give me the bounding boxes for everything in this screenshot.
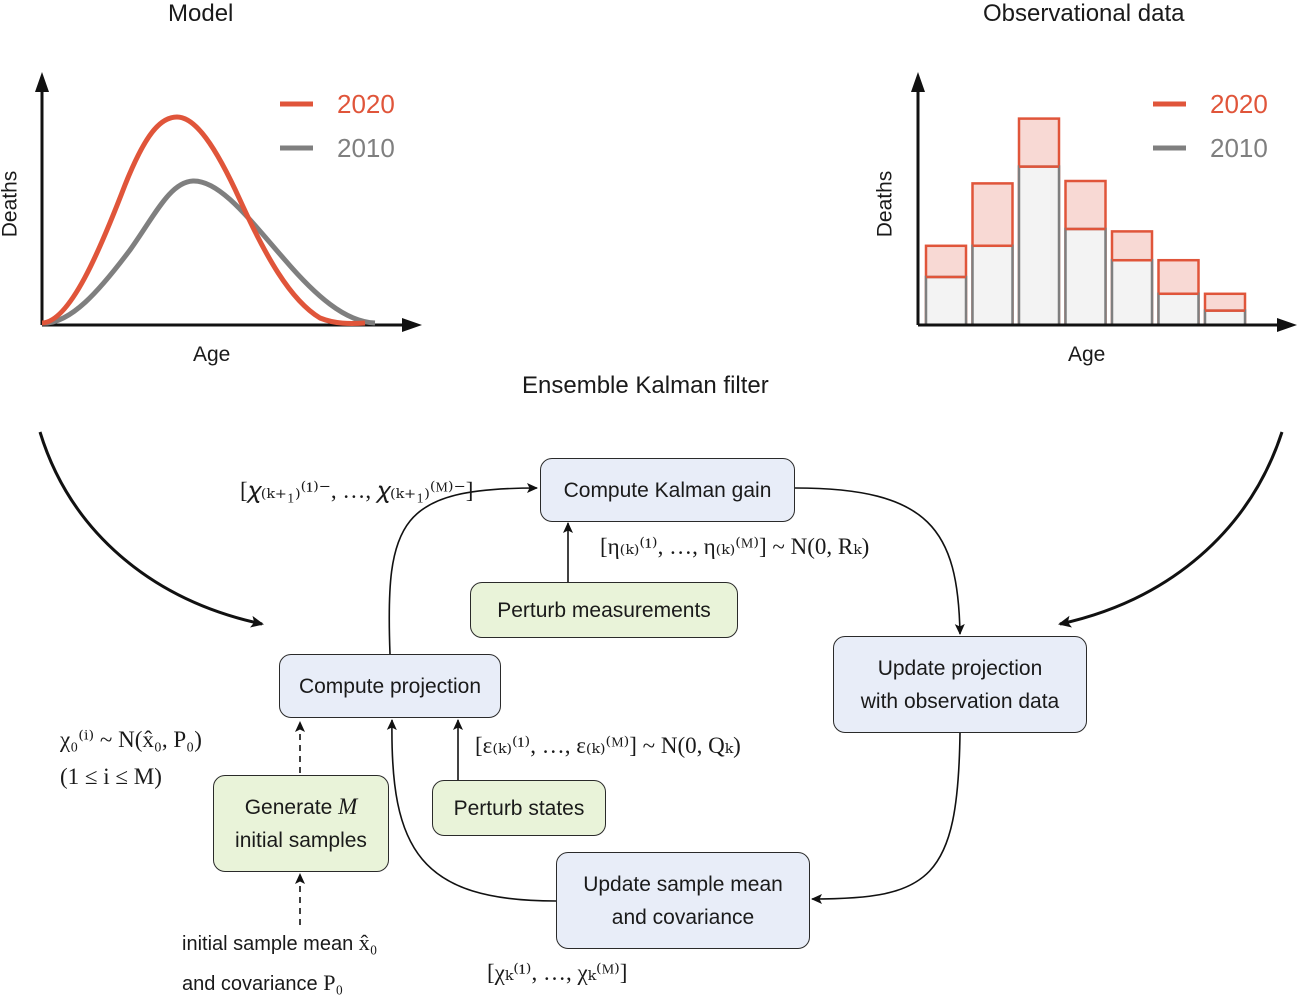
observational-title: Observational data — [983, 0, 1185, 27]
perturb-states-box: Perturb states — [432, 780, 606, 836]
generate-label-line1: Generate M — [245, 790, 358, 824]
obs-x-axis-arrow-icon — [1277, 318, 1297, 332]
obs-plot — [911, 72, 1297, 332]
model-xlabel: Age — [193, 343, 231, 366]
projection-to-gain-arrow — [388, 483, 538, 655]
generate-label-1: Generate — [244, 796, 333, 819]
obs-bar-2010 — [1157, 292, 1200, 327]
init-dist-label: χ₀⁽ⁱ⁾ ~ N(x̂₀, P₀) — [60, 727, 202, 752]
update-to-mean-arrow — [811, 732, 961, 904]
generate-label-2: initial samples — [235, 829, 367, 852]
model-title: Model — [168, 0, 234, 27]
obs-legend-2020: 2020 — [1210, 89, 1268, 119]
init-mean-label: initial sample mean x̂₀ — [182, 930, 377, 956]
compute-kalman-gain-label: Compute Kalman gain — [563, 478, 772, 502]
model-plot — [35, 72, 422, 332]
eta-noise-label: [η₍ₖ₎⁽¹⁾, …, η₍ₖ₎⁽ᴹ⁾] ~ N(0, Rₖ) — [600, 534, 870, 559]
obs-ylabel: Deaths — [873, 170, 897, 238]
obs-bar-2010 — [1017, 165, 1061, 327]
obs-bar-2010 — [1203, 309, 1247, 327]
model-curve-2020 — [41, 114, 366, 326]
prior-ensemble-label: [𝜒₍ₖ₊₁₎⁽¹⁾⁻, …, 𝜒₍ₖ₊₁₎⁽ᴹ⁾⁻] — [240, 478, 474, 503]
compute-kalman-gain-box: Compute Kalman gain — [540, 458, 795, 522]
gain-to-update-arrow — [794, 487, 965, 635]
perturb-measurements-box: Perturb measurements — [470, 582, 738, 638]
obs-bars — [924, 117, 1247, 327]
update-projection-label-2: with observation data — [860, 689, 1060, 713]
obs-y-axis-arrow-icon — [911, 72, 925, 92]
eps-noise-label: [ε₍ₖ₎⁽¹⁾, …, ε₍ₖ₎⁽ᴹ⁾] ~ N(0, Qₖ) — [475, 733, 741, 758]
obs-legend-2010: 2010 — [1210, 133, 1268, 163]
init-range-label: (1 ≤ i ≤ M) — [60, 764, 162, 789]
model-curve-2010 — [41, 178, 376, 326]
perturb-states-label: Perturb states — [453, 796, 585, 820]
perturb-measurements-label: Perturb measurements — [497, 598, 711, 622]
obs-xlabel: Age — [1068, 343, 1106, 366]
model-x-axis-arrow-icon — [402, 318, 422, 332]
generate-samples-box: Generate M initial samples — [213, 775, 389, 872]
filter-title: Ensemble Kalman filter — [522, 372, 769, 399]
obs-bar-2010 — [1064, 227, 1107, 327]
model-ylabel: Deaths — [0, 170, 22, 238]
update-mean-label-2: and covariance — [611, 905, 755, 929]
init-mean-text: initial sample mean — [182, 933, 354, 955]
update-sample-mean-box: Update sample mean and covariance — [556, 852, 810, 949]
compute-projection-box: Compute projection — [279, 654, 501, 718]
model-legend-2010: 2010 — [337, 133, 395, 163]
model-y-axis-arrow-icon — [35, 72, 49, 92]
obs-bar-2010 — [971, 244, 1014, 327]
init-cov-text: and covariance — [182, 973, 318, 995]
model-legend-2020: 2020 — [337, 89, 395, 119]
compute-projection-label: Compute projection — [298, 674, 482, 698]
update-projection-box: Update projection with observation data — [833, 636, 1087, 733]
init-cov-symbol: P₀ — [323, 970, 344, 995]
obs-bar-2010 — [1110, 258, 1154, 327]
init-cov-label: and covariance P₀ — [182, 970, 343, 996]
posterior-ensemble-label: [χₖ⁽¹⁾, …, χₖ⁽ᴹ⁾] — [487, 960, 628, 985]
model-to-filter-arrow — [38, 431, 264, 628]
update-projection-label-1: Update projection — [877, 656, 1043, 680]
obs-to-filter-arrow — [1058, 431, 1284, 628]
init-mean-symbol: x̂₀ — [358, 930, 378, 955]
obs-bar-2010 — [924, 275, 968, 327]
generate-var-m: M — [338, 794, 358, 819]
update-mean-label-1: Update sample mean — [583, 872, 783, 896]
mean-to-projection-arrow — [386, 719, 557, 902]
